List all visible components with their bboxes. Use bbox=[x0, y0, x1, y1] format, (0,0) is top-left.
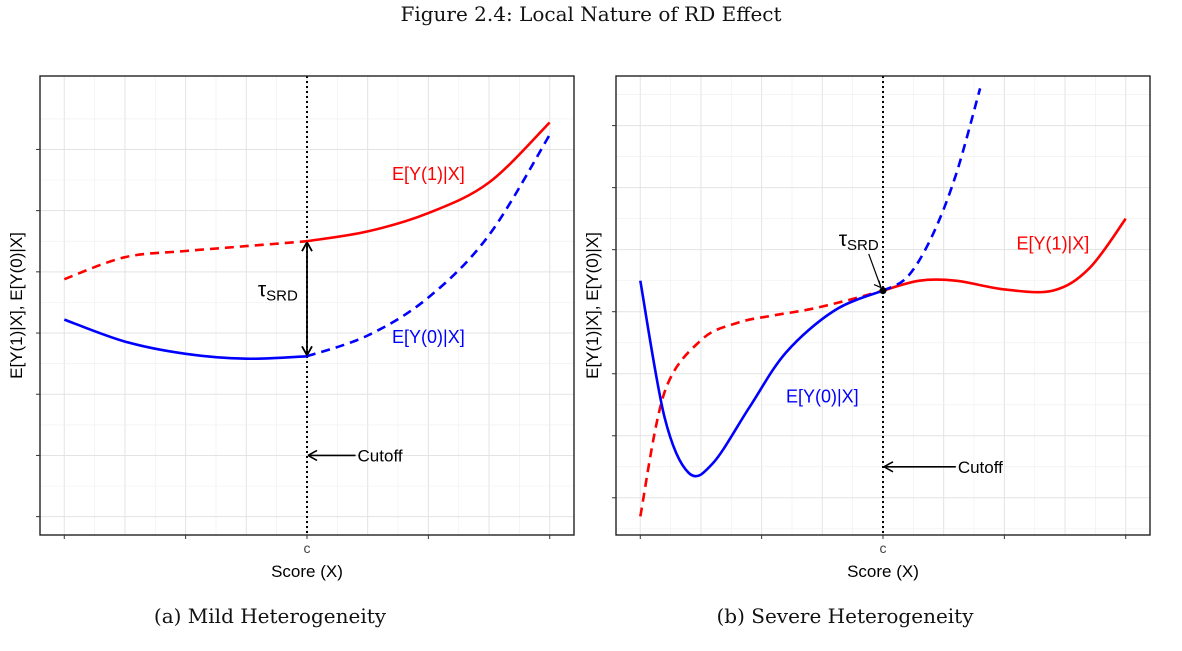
cutoff-arrow-head bbox=[883, 461, 894, 473]
series-y1 bbox=[63, 121, 551, 281]
tau-srd-subscript: SRD bbox=[847, 237, 879, 254]
series-line-dashed bbox=[306, 134, 551, 358]
y-axis-title: E[Y(1)|X], E[Y(0)|X] bbox=[7, 232, 26, 379]
series-y1 bbox=[639, 217, 1127, 517]
series-line-dashed bbox=[882, 88, 982, 292]
panel-severe-heterogeneity: c Score (X) E[Y(1)|X], E[Y(0)|X] E[Y(1)|X] E… bbox=[583, 75, 1151, 581]
x-axis-title: Score (X) bbox=[271, 562, 343, 581]
x-axis-title: Score (X) bbox=[847, 562, 919, 581]
x-tick-label: c bbox=[880, 540, 887, 556]
series-line-solid bbox=[306, 121, 551, 243]
series-y0 bbox=[639, 88, 982, 478]
x-tick-label: c bbox=[304, 540, 311, 556]
tau-pointer-head bbox=[873, 280, 882, 289]
figure-title: Figure 2.4: Local Nature of RD Effect bbox=[400, 2, 782, 26]
series-label: E[Y(1)|X] bbox=[392, 164, 465, 184]
series-line-dashed bbox=[63, 239, 308, 281]
cutoff-arrow-head bbox=[307, 449, 318, 462]
series-line-dashed bbox=[639, 289, 884, 517]
cutoff-label: Cutoff bbox=[358, 446, 403, 465]
series-label: E[Y(1)|X] bbox=[1017, 234, 1090, 254]
series-y0 bbox=[63, 134, 551, 361]
series-line-solid bbox=[639, 280, 884, 478]
grid-lines bbox=[616, 76, 1150, 535]
panel-mild-heterogeneity: c Score (X) E[Y(1)|X], E[Y(0)|X] E[Y(1)|X] E… bbox=[7, 75, 575, 581]
tau-arrow-head-bottom bbox=[301, 345, 313, 356]
tau-srd-subscript: SRD bbox=[266, 287, 298, 304]
intersection-point bbox=[879, 287, 887, 295]
series-label: E[Y(0)|X] bbox=[786, 386, 859, 406]
series-line-solid bbox=[63, 318, 308, 361]
y-axis-title: E[Y(1)|X], E[Y(0)|X] bbox=[583, 232, 602, 379]
tau-arrow-head-top bbox=[301, 241, 313, 252]
caption-severe-heterogeneity: (b) Severe Heterogeneity bbox=[716, 604, 974, 628]
series-line-solid bbox=[882, 217, 1127, 294]
series-label: E[Y(0)|X] bbox=[392, 327, 465, 347]
cutoff-label: Cutoff bbox=[958, 458, 1003, 477]
caption-mild-heterogeneity: (a) Mild Heterogeneity bbox=[153, 604, 387, 628]
